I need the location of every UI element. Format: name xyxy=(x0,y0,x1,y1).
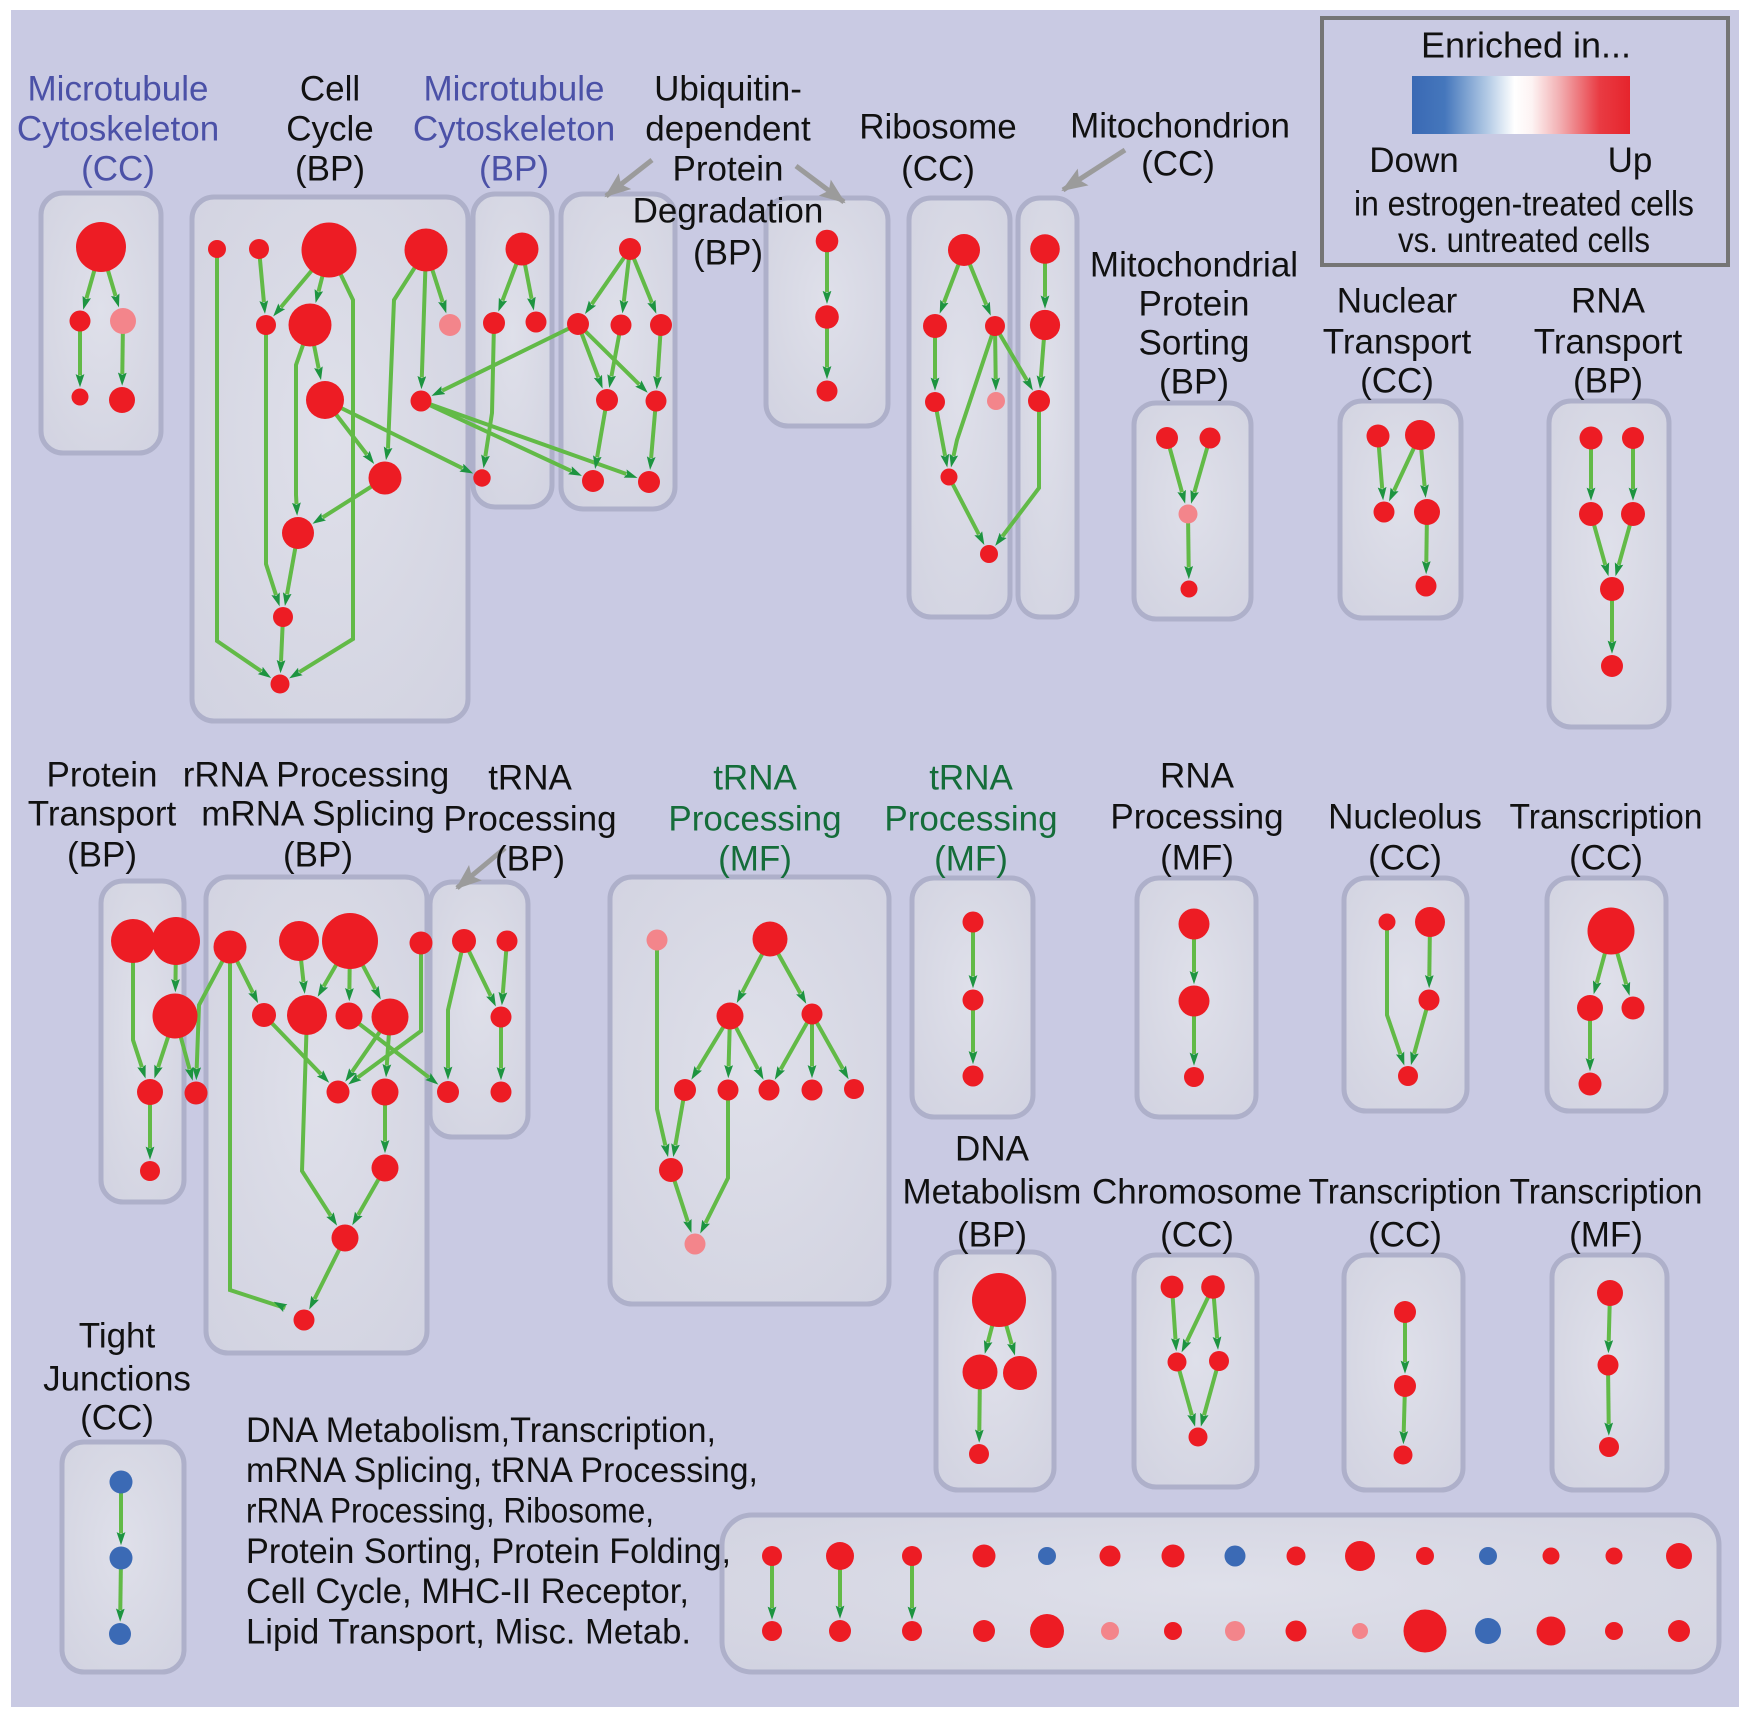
svg-text:Lipid Transport, Misc. Metab.: Lipid Transport, Misc. Metab. xyxy=(246,1612,691,1651)
svg-text:Up: Up xyxy=(1608,141,1653,180)
svg-text:(BP): (BP) xyxy=(479,149,549,188)
svg-text:rRNA Processing, Ribosome,: rRNA Processing, Ribosome, xyxy=(246,1492,654,1531)
svg-text:tRNA: tRNA xyxy=(929,758,1013,797)
svg-text:(MF): (MF) xyxy=(1160,838,1234,877)
svg-text:Cytoskeleton: Cytoskeleton xyxy=(413,109,615,148)
svg-text:(BP): (BP) xyxy=(67,835,137,874)
svg-text:(BP): (BP) xyxy=(295,149,365,188)
svg-text:Mitochondrial: Mitochondrial xyxy=(1090,245,1298,284)
svg-text:Transport: Transport xyxy=(28,794,177,833)
svg-text:Ubiquitin-: Ubiquitin- xyxy=(654,69,802,108)
svg-text:tRNA: tRNA xyxy=(713,758,797,797)
svg-text:Transcription: Transcription xyxy=(1510,1172,1703,1211)
svg-text:RNA: RNA xyxy=(1160,756,1235,795)
svg-text:Transport: Transport xyxy=(1323,322,1472,361)
svg-text:in estrogen-treated cells: in estrogen-treated cells xyxy=(1354,184,1694,223)
svg-text:(CC): (CC) xyxy=(1368,1215,1442,1254)
svg-text:Processing: Processing xyxy=(884,799,1057,838)
svg-text:Nucleolus: Nucleolus xyxy=(1328,797,1482,836)
svg-text:mRNA Splicing: mRNA Splicing xyxy=(201,794,434,833)
svg-text:dependent: dependent xyxy=(645,109,811,148)
svg-text:Enriched in...: Enriched in... xyxy=(1421,25,1631,66)
svg-text:(BP): (BP) xyxy=(1573,361,1643,400)
svg-text:Sorting: Sorting xyxy=(1139,323,1250,362)
svg-text:DNA Metabolism,Transcription,: DNA Metabolism,Transcription, xyxy=(246,1411,716,1450)
svg-text:Protein Sorting, Protein Foldi: Protein Sorting, Protein Folding, xyxy=(246,1532,731,1571)
svg-text:(CC): (CC) xyxy=(80,1398,154,1437)
svg-text:Cycle: Cycle xyxy=(286,109,374,148)
svg-text:Down: Down xyxy=(1369,141,1458,180)
svg-text:(BP): (BP) xyxy=(283,835,353,874)
svg-text:tRNA: tRNA xyxy=(488,758,572,797)
svg-text:Transcription: Transcription xyxy=(1309,1172,1502,1211)
svg-text:Ribosome: Ribosome xyxy=(859,107,1017,146)
svg-text:vs. untreated cells: vs. untreated cells xyxy=(1398,221,1650,260)
svg-text:Chromosome: Chromosome xyxy=(1092,1172,1302,1211)
svg-text:RNA: RNA xyxy=(1571,281,1646,320)
svg-text:mRNA Splicing, tRNA Processing: mRNA Splicing, tRNA Processing, xyxy=(246,1451,758,1490)
svg-text:Tight: Tight xyxy=(79,1316,156,1355)
svg-text:(CC): (CC) xyxy=(1160,1215,1234,1254)
svg-text:Degradation: Degradation xyxy=(633,191,824,230)
svg-text:(BP): (BP) xyxy=(1159,362,1229,401)
svg-text:Nuclear: Nuclear xyxy=(1337,281,1458,320)
svg-text:Cell: Cell xyxy=(300,69,360,108)
svg-text:(MF): (MF) xyxy=(1569,1215,1643,1254)
svg-text:Mitochondrion: Mitochondrion xyxy=(1070,106,1290,145)
svg-text:Transcription: Transcription xyxy=(1510,797,1703,836)
svg-text:(MF): (MF) xyxy=(718,839,792,878)
svg-text:Transport: Transport xyxy=(1534,322,1683,361)
svg-text:(CC): (CC) xyxy=(1569,838,1643,877)
svg-text:Processing: Processing xyxy=(1110,797,1283,836)
svg-text:(CC): (CC) xyxy=(1368,838,1442,877)
svg-text:Cell Cycle, MHC-II Receptor,: Cell Cycle, MHC-II Receptor, xyxy=(246,1572,689,1611)
svg-text:(CC): (CC) xyxy=(1141,144,1215,183)
svg-text:(MF): (MF) xyxy=(934,839,1008,878)
svg-text:Protein: Protein xyxy=(673,149,784,188)
svg-text:Junctions: Junctions xyxy=(43,1359,191,1398)
svg-text:(BP): (BP) xyxy=(693,233,763,272)
svg-text:Metabolism: Metabolism xyxy=(903,1172,1082,1211)
svg-text:Cytoskeleton: Cytoskeleton xyxy=(17,109,219,148)
svg-text:rRNA Processing: rRNA Processing xyxy=(183,755,449,794)
svg-text:(BP): (BP) xyxy=(495,839,565,878)
svg-text:Processing: Processing xyxy=(668,799,841,838)
svg-text:Protein: Protein xyxy=(1139,284,1250,323)
svg-text:Microtubule: Microtubule xyxy=(424,69,605,108)
svg-text:(CC): (CC) xyxy=(81,149,155,188)
svg-text:Protein: Protein xyxy=(47,755,158,794)
svg-text:(BP): (BP) xyxy=(957,1215,1027,1254)
svg-text:DNA: DNA xyxy=(955,1129,1030,1168)
svg-text:Processing: Processing xyxy=(443,799,616,838)
svg-text:Microtubule: Microtubule xyxy=(28,69,209,108)
svg-text:(CC): (CC) xyxy=(1360,361,1434,400)
svg-text:(CC): (CC) xyxy=(901,149,975,188)
